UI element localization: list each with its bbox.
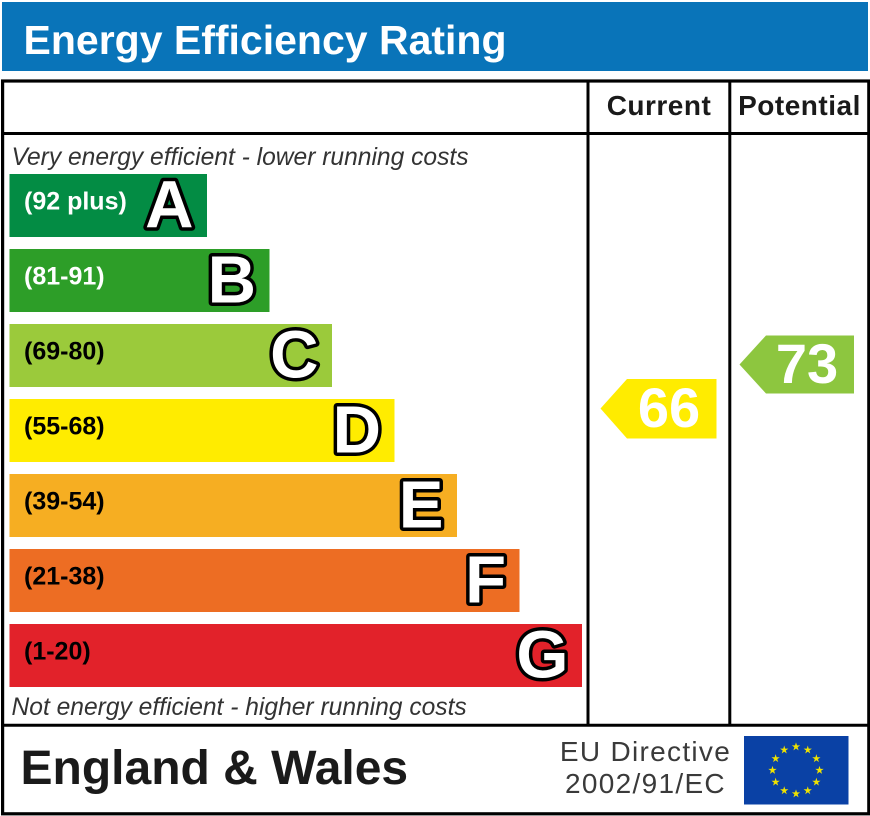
svg-text:(1-20): (1-20)	[24, 638, 91, 666]
svg-text:C: C	[270, 318, 318, 393]
svg-text:G: G	[516, 618, 568, 693]
svg-text:66: 66	[638, 376, 700, 439]
svg-text:B: B	[208, 243, 256, 318]
svg-text:G: G	[516, 618, 568, 693]
svg-text:A: A	[145, 168, 193, 243]
svg-text:England & Wales: England & Wales	[21, 742, 409, 795]
svg-text:(39-54): (39-54)	[24, 488, 105, 516]
svg-text:(92 plus): (92 plus)	[24, 188, 127, 216]
svg-text:F: F	[465, 543, 506, 618]
svg-text:Current: Current	[607, 90, 712, 121]
svg-text:C: C	[270, 318, 318, 393]
svg-text:EU Directive: EU Directive	[560, 736, 731, 767]
svg-text:73: 73	[776, 332, 838, 395]
svg-text:D: D	[333, 393, 381, 468]
svg-text:Not energy efficient - higher: Not energy efficient - higher running co…	[12, 694, 467, 721]
svg-text:(69-80): (69-80)	[24, 338, 105, 366]
svg-text:A: A	[145, 168, 193, 243]
svg-text:Very energy efficient - lower: Very energy efficient - lower running co…	[12, 144, 469, 171]
svg-text:E: E	[399, 468, 444, 543]
svg-text:D: D	[333, 393, 381, 468]
svg-text:E: E	[399, 468, 444, 543]
svg-text:Energy Efficiency Rating: Energy Efficiency Rating	[24, 17, 507, 63]
svg-text:B: B	[208, 243, 256, 318]
svg-text:(55-68): (55-68)	[24, 413, 105, 441]
svg-text:(21-38): (21-38)	[24, 563, 105, 591]
svg-text:F: F	[465, 543, 506, 618]
svg-text:(81-91): (81-91)	[24, 263, 105, 291]
svg-text:Potential: Potential	[738, 90, 861, 121]
svg-text:2002/91/EC: 2002/91/EC	[565, 768, 726, 799]
